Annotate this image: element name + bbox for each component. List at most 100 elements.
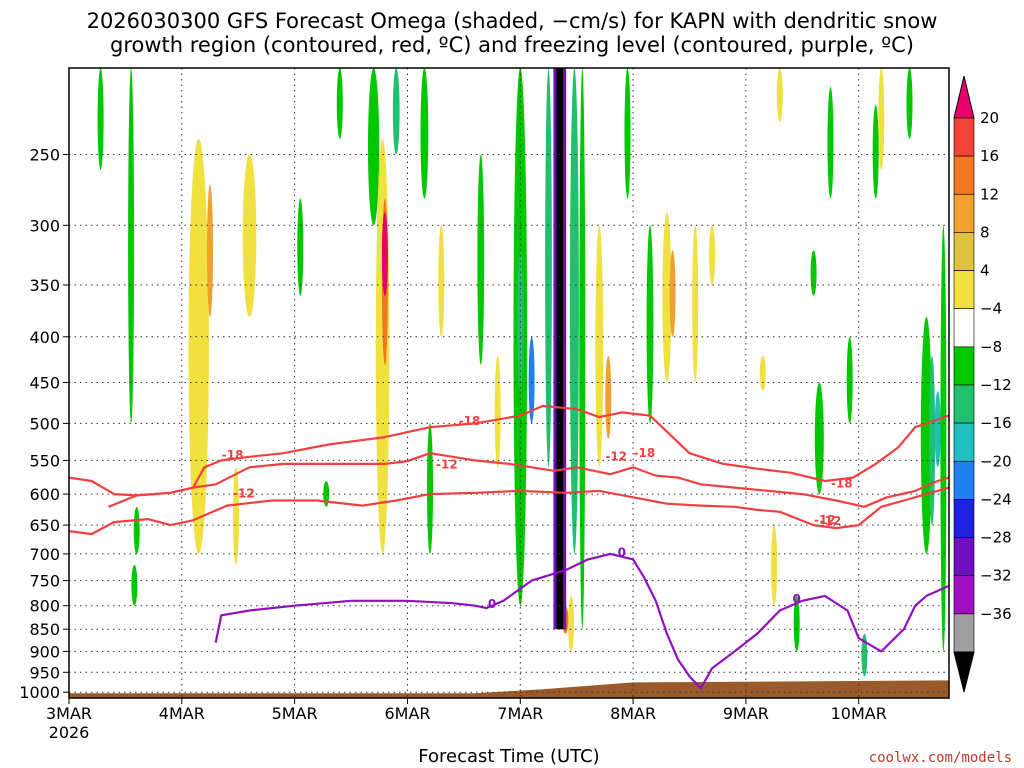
colorbar-bin-7: [953, 384, 975, 424]
colorbar-bin-10: [953, 499, 975, 538]
x-tick-label-4MAR: 4MAR: [159, 704, 205, 723]
x-axis: 3MAR 4MAR 5MAR 6MAR 7MAR 8MAR 9MAR 10MAR 2026: [46, 698, 887, 742]
colorbar-bin-2: [953, 194, 975, 233]
omega-shade-3: [207, 184, 213, 317]
omega-shade-7: [368, 68, 380, 226]
chart-title-line-1: 2026030300 GFS Forecast Omega (shaded, −…: [87, 9, 938, 33]
omega-shade-13: [438, 225, 445, 337]
contour-2: [68, 486, 950, 536]
colorbar-label-4: 4: [980, 262, 990, 280]
omega-shade-34: [759, 355, 766, 391]
ground-layer: [69, 680, 949, 698]
contour-label-2-1: -12: [820, 514, 842, 528]
colorbar-bin-13: [953, 613, 975, 653]
contour-label-0-1: -18: [459, 414, 481, 428]
omega-shade-12: [420, 68, 429, 199]
omega-shade-33: [709, 225, 716, 286]
omega-shade-45: [940, 225, 947, 652]
y-tick-label-850: 850: [29, 620, 60, 639]
omega-shade-18: [517, 250, 524, 392]
omega-shade-47: [771, 525, 778, 606]
colorbar-label-0: 20: [980, 109, 999, 127]
omega-shade-36: [810, 250, 817, 296]
colorbar-label-10: −24: [980, 490, 1012, 508]
omega-shade-27: [605, 355, 612, 439]
contour-label-1-3: -12: [814, 513, 836, 527]
omega-shade-1: [128, 68, 135, 424]
colorbar-bin-6: [953, 346, 975, 386]
y-tick-label-650: 650: [29, 516, 60, 535]
y-tick-label-450: 450: [29, 374, 60, 393]
omega-shade-48: [793, 595, 800, 652]
omega-shade-28: [624, 68, 631, 199]
omega-shade-35: [776, 68, 783, 123]
y-tick-label-250: 250: [29, 146, 60, 165]
omega-shade-22: [569, 68, 579, 554]
colorbar-label-11: −28: [980, 529, 1012, 547]
contour-label-2-0: -12: [233, 486, 255, 500]
contour-label-1-2: -12: [605, 449, 627, 463]
x-tick-label-10MAR: 10MAR: [831, 704, 887, 723]
colorbar-bin-5: [953, 308, 975, 348]
colorbar-label-12: −32: [980, 567, 1012, 585]
colorbar-label-1: 16: [980, 147, 999, 165]
colorbar-label-5: −4: [980, 300, 1002, 318]
omega-shade-51: [131, 564, 138, 606]
y-tick-label-750: 750: [29, 572, 60, 591]
omega-shade-10: [381, 212, 388, 296]
colorbar-bin-12: [953, 575, 975, 615]
omega-shade-37: [814, 382, 824, 495]
contour-1: [68, 452, 950, 508]
colorbar-label-7: −12: [980, 376, 1012, 394]
ground-surface: [69, 680, 949, 698]
colorbar-bin-3: [953, 232, 975, 271]
y-tick-label-950: 950: [29, 663, 60, 682]
contour-label-0-3: -18: [831, 477, 853, 491]
omega-shade-11: [392, 68, 400, 155]
y-tick-label-700: 700: [29, 545, 60, 564]
colorbar-label-9: −20: [980, 452, 1012, 470]
omega-shade-41: [906, 68, 913, 139]
y-tick-label-350: 350: [29, 276, 60, 295]
omega-shade-16: [494, 355, 501, 468]
y-tick-label-800: 800: [29, 597, 60, 616]
y-tick-label-500: 500: [29, 414, 60, 433]
colorbar-label-2: 12: [980, 185, 999, 203]
x-tick-label-6MAR: 6MAR: [384, 704, 430, 723]
omega-shade-44: [934, 391, 941, 468]
contour-label-0-0: -18: [222, 448, 244, 462]
omega-shade-0: [97, 68, 104, 170]
omega-shade-15: [477, 154, 485, 365]
y-tick-label-400: 400: [29, 328, 60, 347]
y-tick-label-300: 300: [29, 216, 60, 235]
omega-shade-38: [827, 86, 834, 199]
omega-shade-46: [878, 68, 885, 170]
omega-shade-40: [872, 104, 879, 199]
x-tick-label-9MAR: 9MAR: [723, 704, 769, 723]
omega-shade-5: [297, 198, 304, 296]
colorbar-label-6: −8: [980, 338, 1002, 356]
x-year-label: 2026: [49, 723, 90, 742]
colorbar-label-3: 8: [980, 223, 990, 241]
omega-shade-4: [242, 154, 257, 317]
y-tick-label-550: 550: [29, 451, 60, 470]
omega-shading-layer: [97, 68, 947, 677]
y-tick-label-1000: 1000: [19, 683, 60, 702]
omega-shade-43: [929, 355, 936, 526]
omega-shade-32: [692, 225, 699, 383]
contour-label-3-0: 0: [488, 597, 496, 611]
colorbar-bin-1: [953, 155, 975, 195]
colorbar-top-arrow: [953, 75, 975, 119]
contour-label-1-0: -12: [233, 486, 255, 500]
x-axis-label: Forecast Time (UTC): [418, 746, 599, 767]
contour-label-3-1: 0: [618, 546, 626, 560]
omega-shade-6: [336, 68, 343, 139]
colorbar-bin-4: [953, 270, 975, 310]
colorbar-bin-11: [953, 537, 975, 576]
omega-shade-24: [568, 595, 575, 652]
colorbar-label-8: −16: [980, 414, 1012, 432]
contour-0: [108, 404, 950, 508]
